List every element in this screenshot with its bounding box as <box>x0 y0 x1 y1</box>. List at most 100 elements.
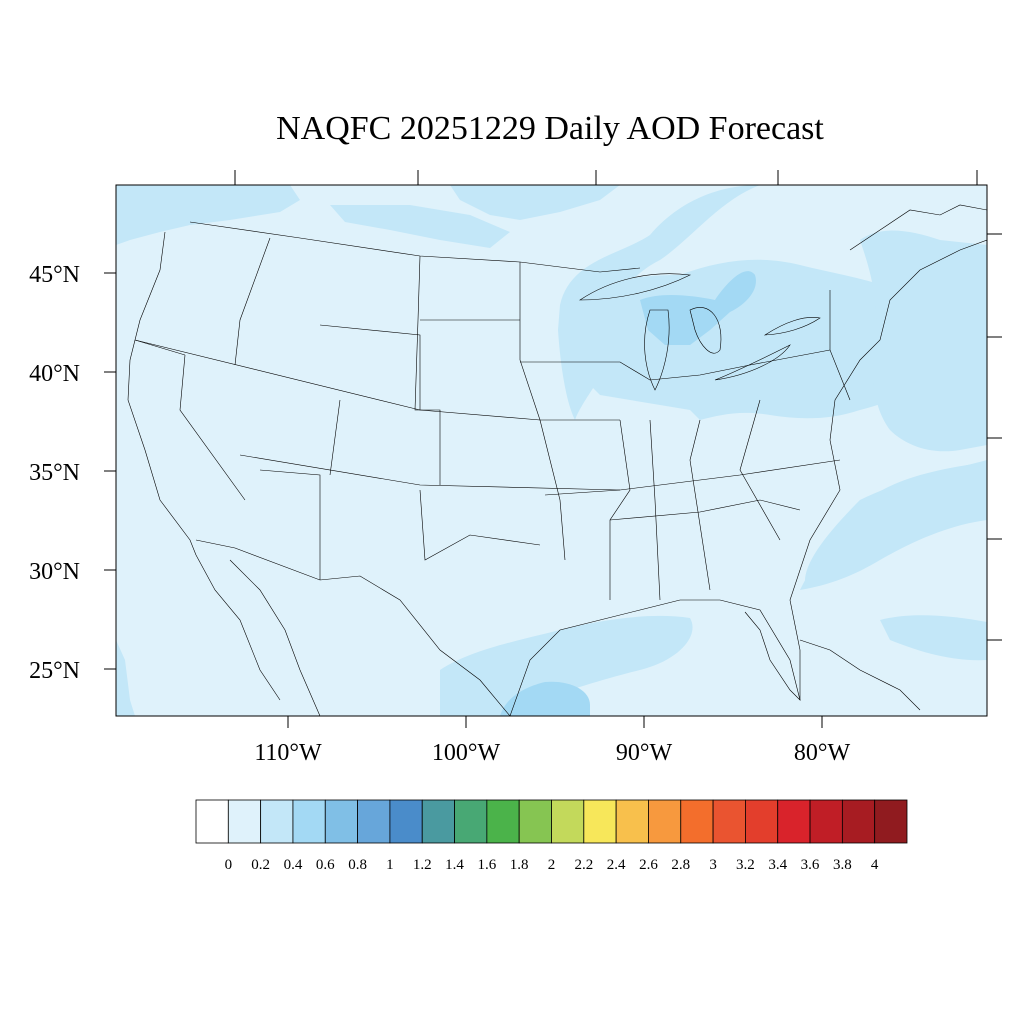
map-frame <box>115 184 988 717</box>
mexico-west-coast <box>229 559 321 716</box>
colorbar-label: 3.4 <box>768 857 787 873</box>
colorbar-swatch <box>227 799 262 844</box>
lon-label-110: 110°W <box>254 740 322 766</box>
aod-region-gulf <box>440 615 693 716</box>
colorbar-swatch <box>874 799 908 844</box>
state-line-3 <box>259 469 321 580</box>
aod-region-gulf-core <box>500 681 590 716</box>
colorbar-label: 0.8 <box>348 857 367 873</box>
atlantic-coast <box>789 239 987 700</box>
lake-michigan <box>644 309 670 391</box>
aod-region-florida-east <box>880 615 987 661</box>
map-background <box>116 185 987 716</box>
colorbar-label: 3.8 <box>833 857 852 873</box>
aod-colorbar <box>195 799 908 844</box>
state-line-20 <box>134 339 186 356</box>
colorbar-swatch <box>712 799 746 844</box>
colorbar-label: 2.8 <box>671 857 690 873</box>
aod-region-montana <box>330 205 510 248</box>
colorbar-label: 4 <box>871 857 879 873</box>
colorbar-swatch <box>389 799 423 844</box>
colorbar-label: 3.6 <box>801 857 820 873</box>
lon-label-100: 100°W <box>432 740 501 766</box>
aod-region-canada-top <box>450 185 620 220</box>
colorbar-label: 0.2 <box>251 857 270 873</box>
colorbar-swatch <box>777 799 811 844</box>
aod-region-northwest <box>116 185 300 245</box>
colorbar-swatch <box>357 799 391 844</box>
state-line-16 <box>319 324 421 410</box>
state-line-7 <box>234 237 271 366</box>
colorbar-swatch <box>551 799 585 844</box>
state-line-13 <box>609 499 801 521</box>
state-line-6 <box>609 419 631 600</box>
state-line-18 <box>829 290 851 401</box>
colorbar-label: 1.2 <box>413 857 432 873</box>
colorbar-swatch <box>583 799 617 844</box>
lake-erie <box>714 344 791 381</box>
aod-region-southeast-coast <box>800 462 987 590</box>
colorbar-label: 1.6 <box>477 857 496 873</box>
map-title: NAQFC 20251229 Daily AOD Forecast <box>276 110 824 147</box>
canada-maritimes <box>849 204 987 251</box>
baja-coast <box>195 554 281 701</box>
lake-superior <box>579 273 692 301</box>
aod-region-southwest-corner <box>116 640 135 716</box>
lat-label-45: 45°N <box>29 262 80 288</box>
state-line-10 <box>649 419 661 601</box>
mexico-border <box>195 539 511 716</box>
colorbar-swatch <box>292 799 326 844</box>
colorbar-swatch <box>680 799 714 844</box>
colorbar-swatch <box>324 799 358 844</box>
cuba <box>799 639 921 711</box>
lon-label-80: 80°W <box>794 740 851 766</box>
colorbar-swatch <box>745 799 779 844</box>
state-line-17 <box>520 349 831 381</box>
colorbar-label: 0.4 <box>284 857 303 873</box>
lat-label-25: 25°N <box>29 658 80 684</box>
colorbar-swatch <box>421 799 455 844</box>
state-line-9 <box>329 399 341 476</box>
west-coast <box>127 231 197 556</box>
colorbar-label: 3.2 <box>736 857 755 873</box>
gulf-coast <box>509 599 801 716</box>
us-canada-border <box>189 221 641 273</box>
colorbar-label: 0 <box>225 857 233 873</box>
colorbar-label: 2.4 <box>607 857 626 873</box>
boundary-lines <box>127 204 987 716</box>
lon-label-90: 90°W <box>616 740 673 766</box>
colorbar-swatch <box>518 799 552 844</box>
colorbar-label: 1.8 <box>510 857 529 873</box>
lat-label-40: 40°N <box>29 361 80 387</box>
colorbar-swatch <box>486 799 520 844</box>
colorbar-swatch <box>841 799 876 844</box>
colorbar-swatch <box>648 799 682 844</box>
colorbar-swatch <box>195 799 229 844</box>
latitude-axis <box>104 272 116 670</box>
colorbar-label: 2.2 <box>574 857 593 873</box>
colorbar-swatch <box>260 799 294 844</box>
lat-label-30: 30°N <box>29 559 80 585</box>
state-line-12 <box>739 399 781 541</box>
state-line-1 <box>134 339 620 421</box>
state-line-14 <box>544 489 621 496</box>
longitude-axis <box>234 170 1002 728</box>
state-line-8 <box>179 354 246 501</box>
lake-ontario <box>763 317 821 336</box>
state-line-11 <box>689 419 711 591</box>
colorbar-swatch <box>809 799 843 844</box>
colorbar-label: 0.6 <box>316 857 335 873</box>
colorbar-label: 2.6 <box>639 857 658 873</box>
aod-region-atlantic <box>860 230 987 452</box>
colorbar-swatch <box>615 799 649 844</box>
colorbar-label: 3 <box>709 857 717 873</box>
colorbar-label: 1 <box>386 857 394 873</box>
state-line-4 <box>414 255 441 485</box>
lake-huron <box>689 307 722 354</box>
colorbar-label: 2 <box>548 857 556 873</box>
state-line-5 <box>519 262 566 561</box>
colorbar-label: 1.4 <box>445 857 464 873</box>
aod-colorbar-labels: 0 0.2 0.4 0.6 0.8 1 1.2 1.4 1.6 1.8 2 2.2 2.4 2.6 2.8 3… <box>225 857 879 873</box>
lat-label-35: 35°N <box>29 460 80 486</box>
